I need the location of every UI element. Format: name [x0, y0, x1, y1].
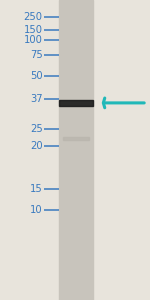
Text: 50: 50 — [30, 70, 43, 81]
Text: 100: 100 — [24, 35, 43, 45]
Bar — [58, 100, 93, 106]
Text: 25: 25 — [30, 124, 43, 134]
Bar — [58, 0, 93, 300]
Text: 15: 15 — [30, 184, 43, 194]
Text: 10: 10 — [30, 205, 43, 215]
Text: 250: 250 — [24, 12, 43, 22]
Text: 20: 20 — [30, 141, 43, 152]
Text: 150: 150 — [24, 25, 43, 35]
Bar — [63, 137, 88, 140]
Text: 37: 37 — [30, 94, 43, 104]
Text: 75: 75 — [30, 50, 43, 60]
